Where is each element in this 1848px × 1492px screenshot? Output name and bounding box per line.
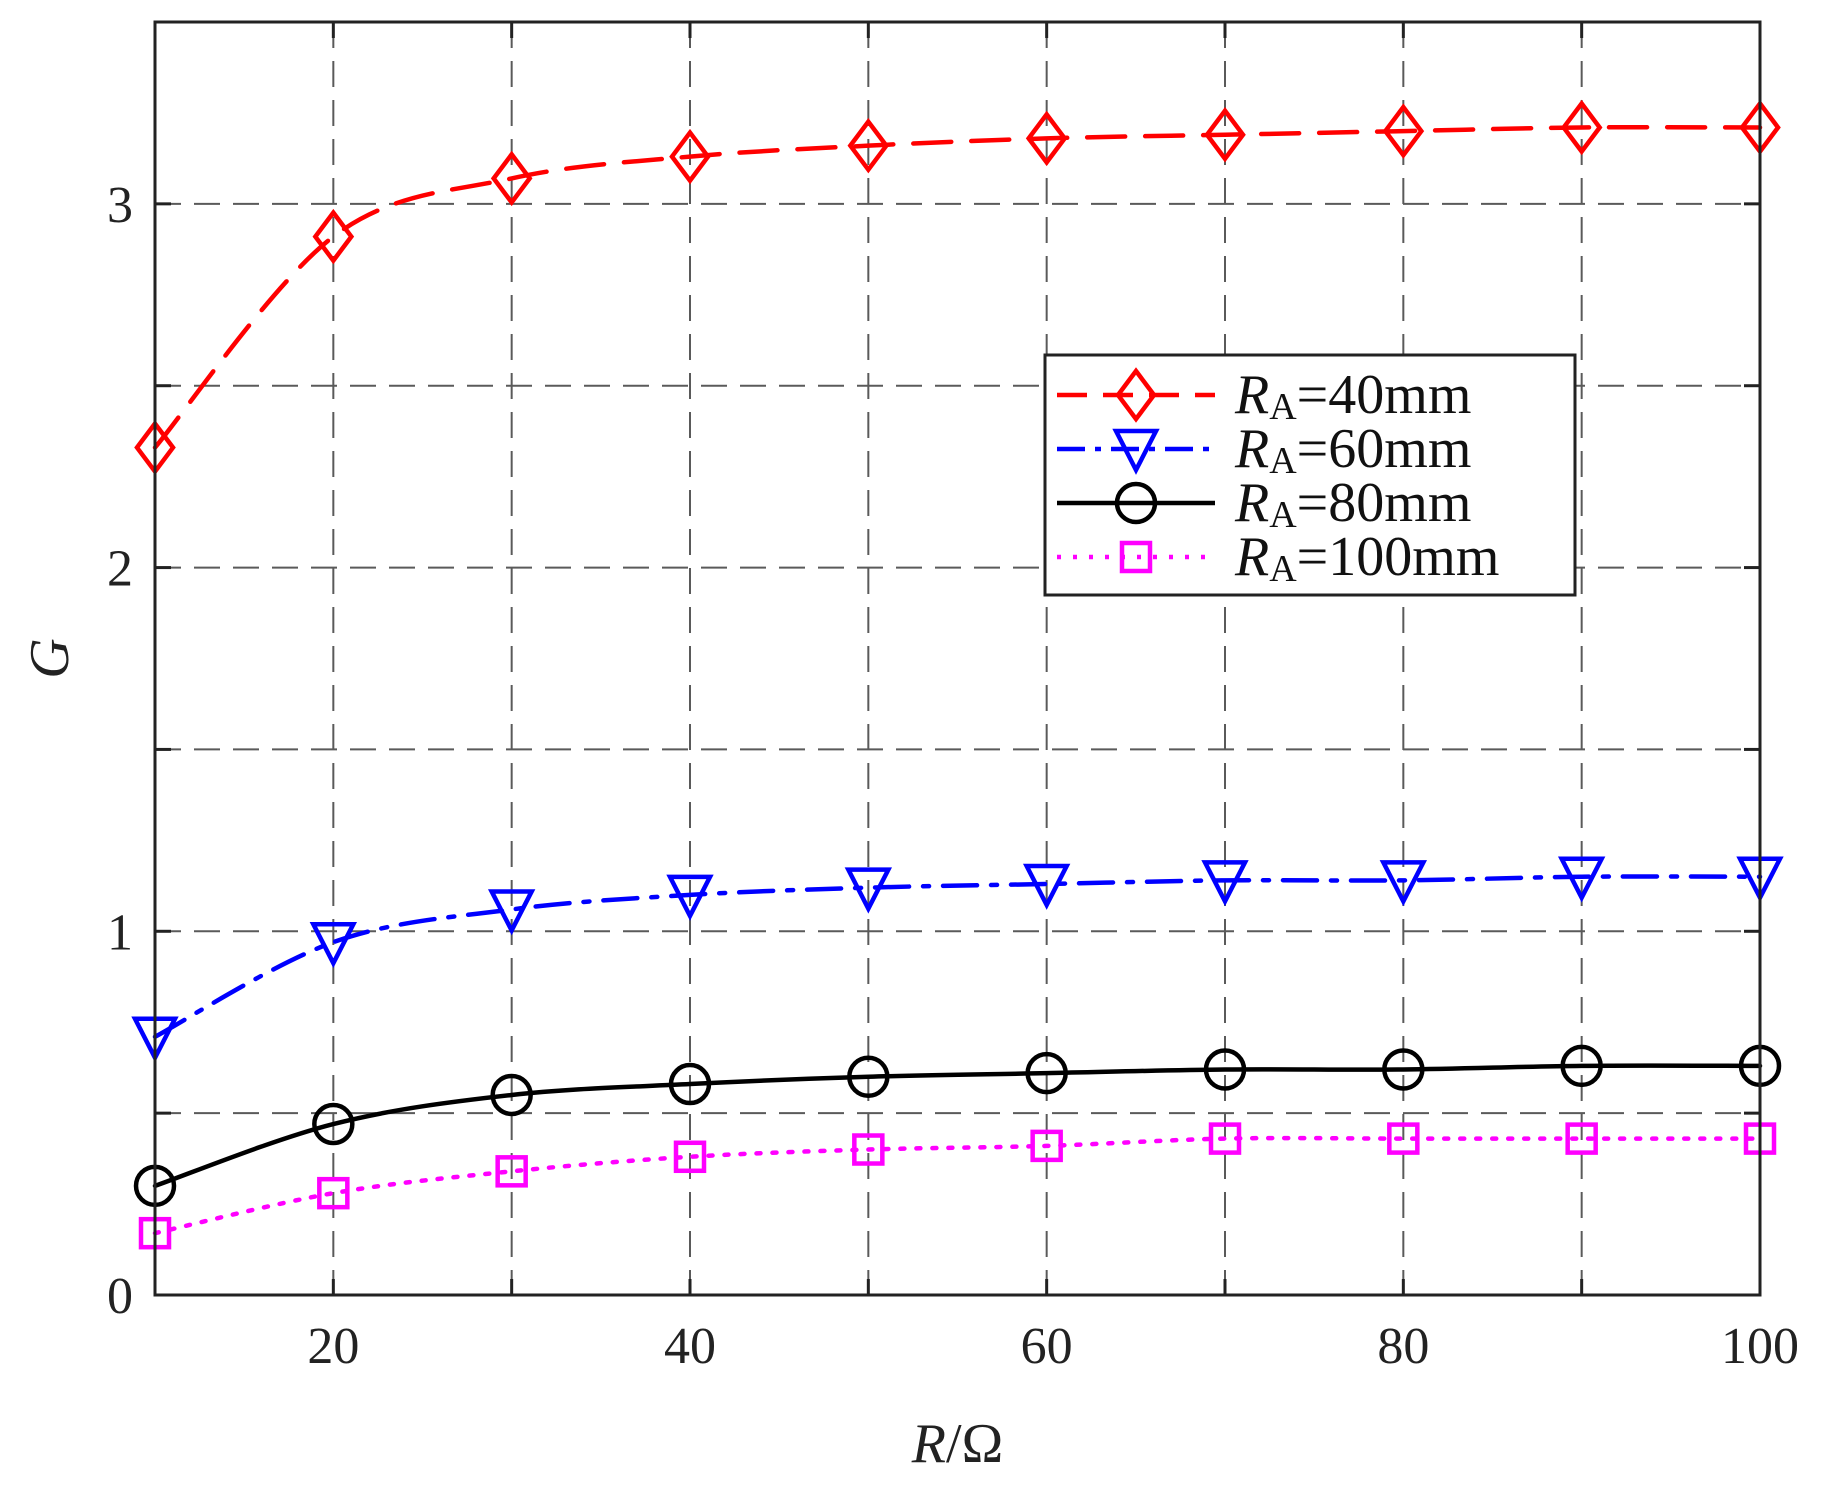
legend-label: RA=60mm: [1234, 418, 1471, 482]
legend-marker: [1112, 428, 1160, 475]
data-point-marker: [312, 1102, 355, 1146]
plot-frame: [153, 20, 1762, 1297]
data-point-marker: [1201, 860, 1249, 907]
data-point-marker: [309, 921, 358, 969]
x-axis-label: R/Ω: [911, 1413, 1003, 1475]
data-point-marker: [487, 889, 536, 936]
data-point-marker: [847, 117, 890, 174]
data-point-marker: [1022, 863, 1071, 910]
y-tick-label: 2: [107, 541, 133, 598]
data-point-marker: [1557, 856, 1606, 903]
data-point-marker: [1565, 1122, 1598, 1155]
series-line: [152, 874, 1763, 1040]
x-tick-label: 100: [1721, 1318, 1799, 1375]
legend-entry: RA=80mm: [1057, 472, 1471, 536]
data-point-marker: [1025, 1051, 1068, 1095]
data-point-marker: [312, 208, 355, 265]
y-tick-label: 1: [107, 904, 133, 961]
data-point-marker: [1387, 1122, 1420, 1155]
legend-marker: [1119, 540, 1153, 574]
legend-marker: [1115, 367, 1157, 423]
y-axis-label: G: [19, 638, 81, 678]
data-point-marker: [852, 1133, 885, 1166]
data-point-marker: [1204, 107, 1246, 163]
data-point-marker: [666, 874, 714, 921]
data-point-marker: [1208, 1122, 1242, 1155]
legend-label: RA=40mm: [1234, 364, 1471, 428]
series-RA=60mm: [131, 856, 1784, 1063]
x-tick-label: 20: [307, 1318, 359, 1375]
data-point-marker: [1030, 1129, 1063, 1163]
legend-label: RA=80mm: [1234, 472, 1471, 536]
data-point-marker: [1560, 99, 1603, 156]
legend-entry: RA=40mm: [1057, 364, 1471, 428]
axis-ticks: [153, 22, 1762, 1297]
data-point-marker: [1379, 860, 1428, 907]
series-line: [152, 1063, 1763, 1189]
data-point-marker: [1382, 103, 1425, 159]
data-point-marker: [490, 150, 533, 207]
data-point-marker: [1382, 1048, 1425, 1091]
data-point-marker: [490, 1073, 533, 1117]
legend-box: [1043, 353, 1577, 597]
data-point-marker: [669, 128, 711, 185]
y-tick-label: 0: [107, 1268, 133, 1325]
series-line: [152, 124, 1763, 450]
data-point-marker: [1025, 110, 1068, 167]
series-layer: [131, 99, 1784, 1250]
data-point-marker: [844, 867, 893, 914]
series-line: [152, 1135, 1763, 1236]
data-point-marker: [673, 1140, 707, 1174]
legend-marker: [1114, 481, 1158, 525]
axis-tick-labels: 20 40 60 80 100 0 1 2 3: [107, 177, 1799, 1375]
x-tick-label: 60: [1021, 1318, 1073, 1375]
x-tick-label: 80: [1377, 1318, 1429, 1375]
series-RA=40mm: [134, 99, 1781, 476]
legend-entry: RA=100mm: [1057, 526, 1499, 590]
series-RA=100mm: [138, 1122, 1777, 1250]
y-tick-label: 3: [107, 177, 133, 234]
data-point-marker: [317, 1176, 350, 1210]
x-tick-label: 40: [664, 1318, 716, 1375]
legend-label: RA=100mm: [1234, 526, 1499, 590]
data-point-marker: [495, 1155, 528, 1188]
data-point-marker: [1560, 1044, 1603, 1088]
data-point-marker: [847, 1055, 890, 1099]
legend-entry: RA=60mm: [1057, 418, 1471, 482]
data-point-marker: [1203, 1048, 1247, 1091]
data-point-marker: [668, 1062, 712, 1106]
